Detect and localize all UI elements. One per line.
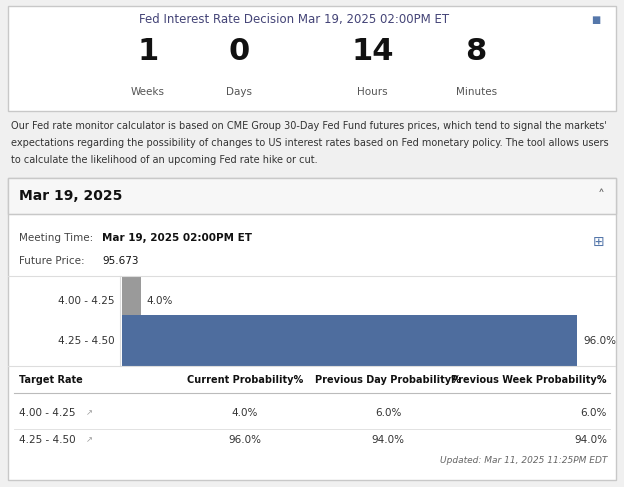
Text: Previous Day Probability%: Previous Day Probability% (315, 375, 461, 385)
Text: ↗: ↗ (85, 435, 92, 445)
Text: Days: Days (226, 87, 252, 97)
Text: Minutes: Minutes (456, 87, 497, 97)
Text: 94.0%: 94.0% (574, 435, 607, 445)
Text: 0: 0 (228, 37, 250, 66)
Text: Meeting Time:: Meeting Time: (19, 233, 93, 243)
Text: 4.00 - 4.25: 4.00 - 4.25 (58, 296, 114, 306)
Text: 1: 1 (137, 37, 158, 66)
Text: ↗: ↗ (85, 408, 92, 417)
Bar (8, 178, 616, 214)
Text: 95.673: 95.673 (102, 256, 139, 265)
Text: 4.25 - 4.50: 4.25 - 4.50 (19, 435, 76, 445)
Text: ■: ■ (592, 15, 601, 25)
Text: to calculate the likelihood of an upcoming Fed rate hike or cut.: to calculate the likelihood of an upcomi… (11, 155, 318, 165)
Text: 4.0%: 4.0% (147, 296, 173, 306)
Text: ˄: ˄ (598, 189, 605, 203)
Text: expectations regarding the possibility of changes to US interest rates based on : expectations regarding the possibility o… (11, 138, 608, 148)
Bar (122, 276, 140, 327)
Text: 4.00 - 4.25: 4.00 - 4.25 (19, 408, 76, 418)
Text: Hours: Hours (358, 87, 388, 97)
Text: 8: 8 (466, 37, 487, 66)
Bar (122, 315, 577, 367)
Text: 4.25 - 4.50: 4.25 - 4.50 (58, 336, 114, 346)
Text: 96.0%: 96.0% (228, 435, 261, 445)
Text: 6.0%: 6.0% (375, 408, 401, 418)
Text: Mar 19, 2025: Mar 19, 2025 (19, 189, 122, 203)
Text: Previous Week Probability%: Previous Week Probability% (451, 375, 607, 385)
Text: 94.0%: 94.0% (371, 435, 404, 445)
Text: 96.0%: 96.0% (583, 336, 617, 346)
Text: 6.0%: 6.0% (580, 408, 607, 418)
Text: Current Probability%: Current Probability% (187, 375, 303, 385)
Text: 4.0%: 4.0% (232, 408, 258, 418)
Text: Target Rate: Target Rate (19, 375, 83, 385)
Text: Fed Interest Rate Decision Mar 19, 2025 02:00PM ET: Fed Interest Rate Decision Mar 19, 2025 … (139, 13, 449, 26)
Text: Future Price:: Future Price: (19, 256, 85, 265)
Text: Updated: Mar 11, 2025 11:25PM EDT: Updated: Mar 11, 2025 11:25PM EDT (439, 456, 607, 465)
Text: Our Fed rate monitor calculator is based on CME Group 30-Day Fed Fund futures pr: Our Fed rate monitor calculator is based… (11, 121, 607, 131)
Text: Weeks: Weeks (131, 87, 165, 97)
Text: ⊞: ⊞ (593, 235, 605, 249)
Text: Mar 19, 2025 02:00PM ET: Mar 19, 2025 02:00PM ET (102, 233, 252, 243)
Text: 14: 14 (351, 37, 394, 66)
